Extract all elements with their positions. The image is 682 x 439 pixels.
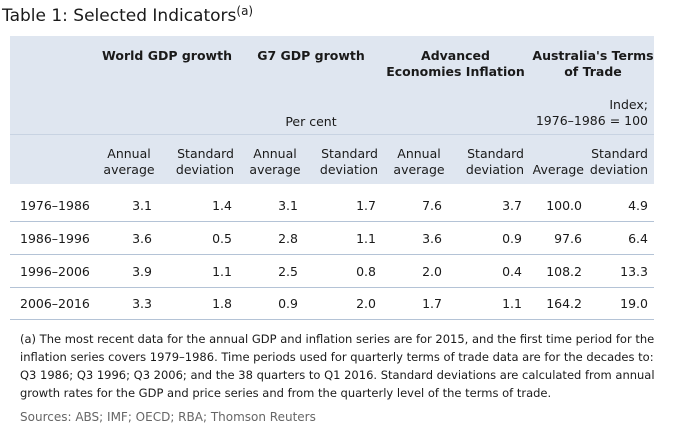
cell-g7-annual: 2.5 <box>278 264 298 279</box>
cell-g7-annual: 0.9 <box>278 296 298 311</box>
cell-world-annual: 3.1 <box>132 198 152 213</box>
cell-tot-stddev: 6.4 <box>628 231 648 246</box>
subheader-world-annual: Annual average <box>103 146 155 177</box>
table-footnote: (a) The most recent data for the annual … <box>20 332 655 400</box>
cell-world-stddev: 0.5 <box>212 231 232 246</box>
cell-g7-stddev: 0.8 <box>356 264 376 279</box>
subheader-tot-stddev: Standard deviation <box>589 146 648 177</box>
cell-tot-stddev: 19.0 <box>620 296 648 311</box>
cell-tot-average: 164.2 <box>546 296 582 311</box>
cell-inflation-stddev: 0.4 <box>502 264 522 279</box>
cell-world-stddev: 1.4 <box>212 198 232 213</box>
cell-world-annual: 3.9 <box>132 264 152 279</box>
group-header-world-gdp: World GDP growth <box>102 48 232 63</box>
row-period: 1996–2006 <box>20 264 90 279</box>
row-divider <box>10 254 654 255</box>
table-title-text: Table 1: Selected Indicators <box>2 6 237 26</box>
row-divider <box>10 221 654 222</box>
cell-g7-annual: 3.1 <box>278 198 298 213</box>
cell-g7-stddev: 1.7 <box>356 198 376 213</box>
row-period: 1986–1996 <box>20 231 90 246</box>
title-footnote-marker: (a) <box>236 4 254 18</box>
row-period: 1976–1986 <box>20 198 90 213</box>
table-title: Table 1: Selected Indicators(a) <box>2 4 254 26</box>
table-header-background <box>10 36 654 184</box>
cell-tot-average: 97.6 <box>554 231 582 246</box>
cell-world-stddev: 1.8 <box>212 296 232 311</box>
subheader-g7-stddev: Standard deviation <box>319 146 378 177</box>
subheader-inflation-annual: Annual average <box>393 146 445 177</box>
sources-note: Sources: ABS; IMF; OECD; RBA; Thomson Re… <box>20 410 316 424</box>
cell-g7-stddev: 2.0 <box>356 296 376 311</box>
cell-tot-stddev: 13.3 <box>620 264 648 279</box>
cell-tot-stddev: 4.9 <box>628 198 648 213</box>
unit-label-index: Index; 1976–1986 = 100 <box>535 97 648 128</box>
cell-inflation-annual: 1.7 <box>422 296 442 311</box>
cell-inflation-stddev: 3.7 <box>502 198 522 213</box>
cell-inflation-stddev: 0.9 <box>502 231 522 246</box>
cell-world-stddev: 1.1 <box>212 264 232 279</box>
cell-inflation-annual: 7.6 <box>422 198 442 213</box>
cell-g7-annual: 2.8 <box>278 231 298 246</box>
header-divider <box>10 134 654 135</box>
unit-label-per-cent: Per cent <box>285 114 337 129</box>
cell-g7-stddev: 1.1 <box>356 231 376 246</box>
cell-tot-average: 100.0 <box>546 198 582 213</box>
row-period: 2006–2016 <box>20 296 90 311</box>
cell-inflation-annual: 3.6 <box>422 231 442 246</box>
group-header-terms-of-trade: Australia's Terms of Trade <box>532 48 654 79</box>
group-header-inflation: Advanced Economies Inflation <box>386 48 525 79</box>
subheader-world-stddev: Standard deviation <box>175 146 234 177</box>
subheader-tot-average: Average <box>532 162 584 177</box>
subheader-g7-annual: Annual average <box>249 146 301 177</box>
cell-tot-average: 108.2 <box>546 264 582 279</box>
row-divider <box>10 287 654 288</box>
subheader-inflation-stddev: Standard deviation <box>465 146 524 177</box>
cell-world-annual: 3.3 <box>132 296 152 311</box>
table-bottom-border <box>10 319 654 320</box>
cell-inflation-stddev: 1.1 <box>502 296 522 311</box>
cell-world-annual: 3.6 <box>132 231 152 246</box>
cell-inflation-annual: 2.0 <box>422 264 442 279</box>
group-header-g7-gdp: G7 GDP growth <box>257 48 365 63</box>
